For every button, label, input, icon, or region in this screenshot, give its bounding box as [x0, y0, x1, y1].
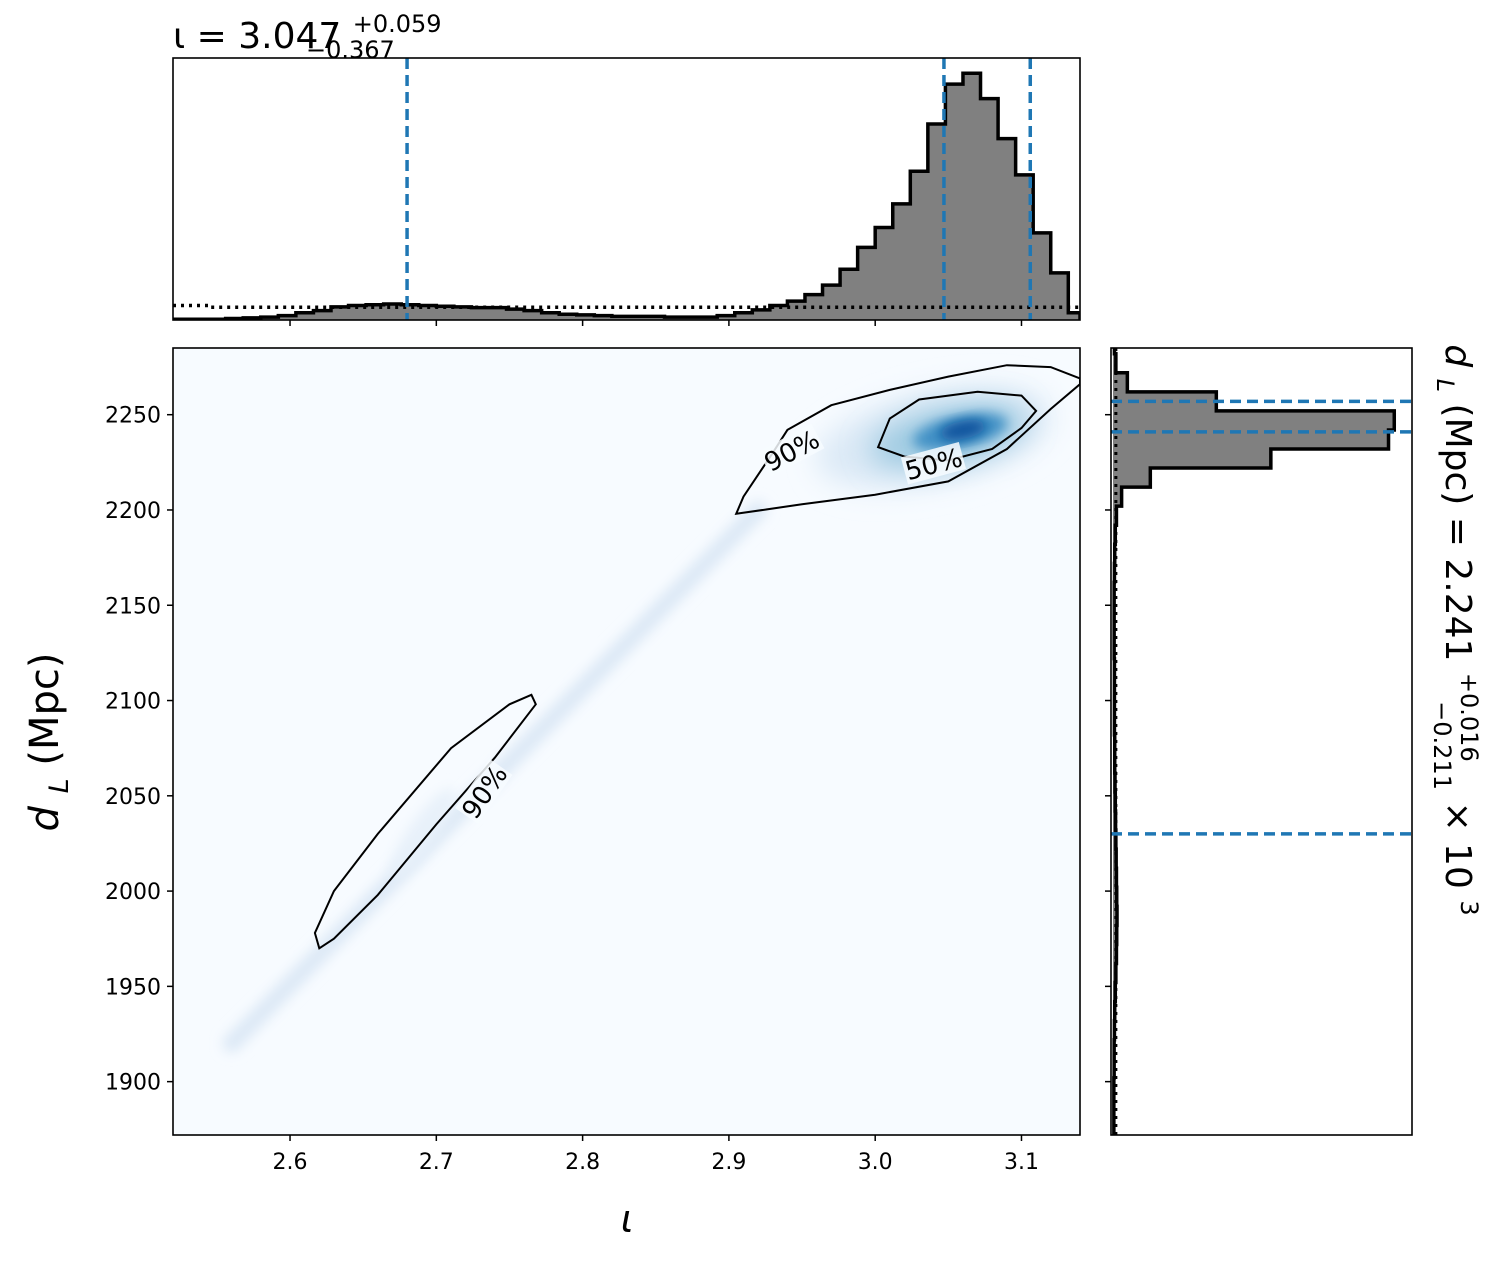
dl-histogram-fill — [1113, 348, 1395, 1135]
iota-summary-title: ι = 3.047 +0.059 −0.367 — [173, 0, 453, 64]
iota-histogram-fill — [173, 73, 1080, 320]
right-marginal-histogram — [1105, 347, 1413, 1136]
iota-title-upper: +0.059 — [353, 10, 442, 38]
dl-title-suffix: × 10 — [1437, 801, 1478, 888]
top-panel-frame — [172, 57, 1081, 321]
main-xtick-label-5: 3.1 — [1004, 1150, 1039, 1175]
contour-label-bg-1 — [900, 441, 967, 485]
dl-title-lower: −0.211 — [1428, 701, 1456, 790]
main-xtick-label-1: 2.7 — [419, 1150, 454, 1175]
main-panel-frame — [172, 347, 1081, 1136]
joint-density-panel: 90% 50%90% 2.6 2.7 2.8 2.9 3.0 3.1190019502000… — [105, 347, 1081, 1175]
x-axis-label: ι — [621, 1197, 634, 1241]
main-ytick-label-1: 1950 — [105, 975, 161, 1000]
y-axis-label: d L (Mpc) — [22, 653, 78, 832]
dl-title-upper: +0.016 — [1455, 673, 1483, 762]
main-ytick-label-4: 2100 — [105, 690, 161, 715]
main-xtick-label-2: 2.8 — [565, 1150, 600, 1175]
main-ytick-label-7: 2250 — [105, 404, 161, 429]
main-ytick-label-3: 2050 — [105, 785, 161, 810]
dl-title-suffix-exponent: 3 — [1455, 900, 1483, 915]
iota-title-lower: −0.367 — [306, 36, 395, 64]
contour-label-bg-0 — [758, 423, 825, 477]
y-axis-label-subscript: L — [44, 778, 75, 793]
dl-title-symbol: d — [1437, 344, 1478, 368]
contour-line-0 — [734, 364, 1080, 516]
main-xtick-label-4: 3.0 — [858, 1150, 893, 1175]
main-ytick-label-2: 2000 — [105, 880, 161, 905]
contour-label-bg-2 — [455, 758, 513, 825]
y-axis-label-symbol: d — [22, 805, 68, 831]
iota-title-main: ι = 3.047 — [173, 16, 341, 57]
main-xtick-label-3: 2.9 — [711, 1150, 746, 1175]
dl-summary-title: d L (Mpc) = 2.241 +0.016 −0.211 × 10 3 — [1425, 344, 1493, 915]
dl-title-main: (Mpc) = 2.241 — [1437, 404, 1478, 662]
top-marginal-histogram — [172, 57, 1081, 326]
main-ytick-label-6: 2200 — [105, 499, 161, 524]
right-panel-background — [1111, 348, 1412, 1135]
contour-line-2 — [313, 693, 537, 950]
contour-line-1 — [876, 390, 1038, 462]
density-core — [939, 419, 987, 441]
iota-prior-dotted-line — [173, 303, 1080, 310]
right-panel-frame — [1110, 347, 1413, 1136]
density-lower-mode — [388, 788, 456, 880]
y-axis-label-unit: (Mpc) — [22, 653, 68, 766]
dl-title-subscript: L — [1431, 379, 1459, 392]
main-ytick-label-5: 2150 — [105, 594, 161, 619]
main-ytick-label-0: 1900 — [105, 1071, 161, 1096]
main-xtick-label-0: 2.6 — [273, 1150, 308, 1175]
